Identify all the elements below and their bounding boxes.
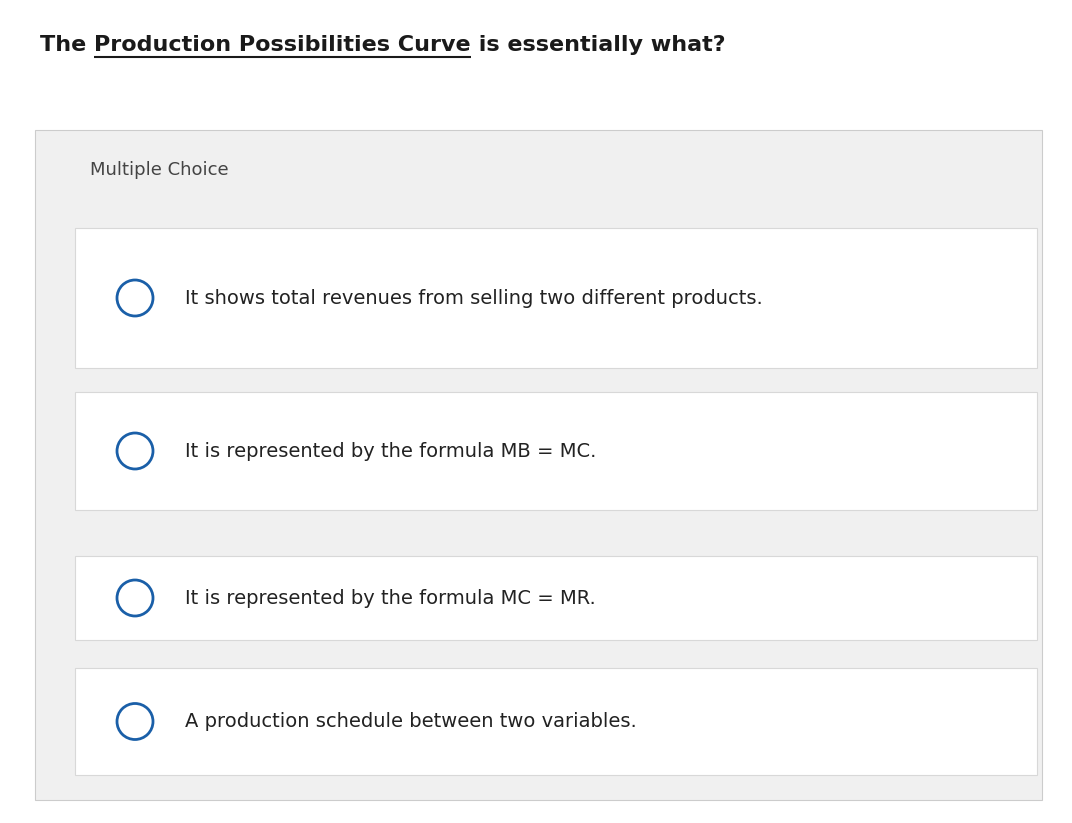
Bar <box>75 392 1037 510</box>
Bar <box>75 228 1037 368</box>
Bar <box>75 668 1037 775</box>
Text: Production Possibilities Curve: Production Possibilities Curve <box>94 35 471 55</box>
Text: It is represented by the formula MB = MC.: It is represented by the formula MB = MC… <box>185 441 596 461</box>
Bar <box>35 130 1042 800</box>
Text: is essentially what?: is essentially what? <box>471 35 726 55</box>
Text: It shows total revenues from selling two different products.: It shows total revenues from selling two… <box>185 289 763 308</box>
Bar <box>75 556 1037 640</box>
Text: The: The <box>40 35 94 55</box>
Text: It is represented by the formula MC = MR.: It is represented by the formula MC = MR… <box>185 588 596 607</box>
Text: A production schedule between two variables.: A production schedule between two variab… <box>185 712 637 731</box>
Text: Multiple Choice: Multiple Choice <box>90 161 228 179</box>
